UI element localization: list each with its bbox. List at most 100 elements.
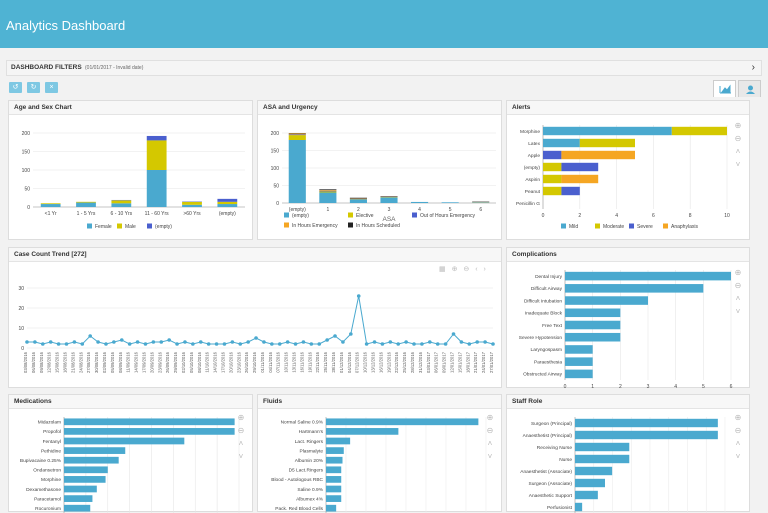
zoom-in-icon[interactable]: ⊕ [733,266,743,279]
data-point [57,342,61,346]
data-point [49,340,53,344]
legend-swatch [147,224,152,229]
tab-charts[interactable] [713,80,736,97]
trend-chart-controls[interactable]: ▦ ⊕ ⊖ ‹ › [439,265,488,273]
x-tick-label: 06/08/2016 [31,351,36,373]
data-point [238,342,242,346]
data-point [104,342,108,346]
category-label: Anaesthetist (Associate) [520,469,572,475]
data-point [159,340,163,344]
bar [565,272,731,281]
category-label: Normal Saline 0.9% [281,420,324,426]
bar-segment [217,202,237,204]
category-label: Anaesthetist (Principal) [523,433,573,439]
x-tick-label: 2 [578,213,581,219]
staff-role-chart-panel: Staff Role Surgeon (Principal)Anaestheti… [506,394,750,512]
legend-swatch [348,213,353,218]
x-tick-label: 08/09/2016 [118,351,123,373]
bar [64,466,108,473]
complications-chart-controls[interactable]: ⊕ ⊖ ˄ ˅ [733,266,743,318]
category-label: (empty) [524,165,541,171]
panel-title: Medications [14,398,52,405]
chevron-down-icon[interactable]: ˅ [733,158,743,171]
fluids-chart-controls[interactable]: ⊕ ⊖ ˄ ˅ [485,411,495,463]
chevron-up-icon[interactable]: ˄ [485,437,495,450]
chevron-right-icon[interactable]: › [752,62,755,73]
zoom-in-icon[interactable]: ⊕ [485,411,495,424]
x-tick-label: 3 [388,207,391,213]
x-tick-label: 6 [652,213,655,219]
category-label: Penicillin G [516,201,540,207]
zoom-out-icon[interactable]: ⊖ [733,424,743,437]
panel-title: Age and Sex Chart [14,104,72,111]
category-label: Bupivacaine 0.25% [20,458,62,464]
zoom-in-icon[interactable]: ⊕ [733,119,743,132]
bar-segment [182,205,202,207]
category-label: Pack. Red Blood Cells [275,506,323,512]
bar-segment [76,202,96,203]
bar [575,467,612,475]
bar-segment [319,190,336,191]
redo-button[interactable]: ↻ [27,82,40,93]
bar [575,455,629,463]
category-label: Surgeon (Principal) [531,421,572,427]
chevron-right-icon[interactable]: › [484,266,488,273]
x-tick-label: 1 [591,384,594,389]
calendar-icon[interactable]: ▦ [439,266,448,273]
x-tick-label: 20/09/2016 [149,351,154,373]
x-tick-label: 09/01/2017 [442,351,447,373]
chevron-down-icon[interactable]: ˅ [733,450,743,463]
zoom-in-icon[interactable]: ⊕ [236,411,246,424]
medications-chart-controls[interactable]: ⊕ ⊖ ˄ ˅ [236,411,246,463]
category-label: D5 Lact.Ringers [289,468,324,474]
y-tick-label: 0 [27,205,30,211]
alerts-chart-controls[interactable]: ⊕ ⊖ ˄ ˅ [733,119,743,171]
x-tick-label: 19/11/2016 [307,351,312,372]
zoom-out-icon[interactable]: ⊖ [485,424,495,437]
dashboard-filters-bar[interactable]: DASHBOARD FILTERS (01/01/2017 - Invalid … [6,60,762,76]
chevron-up-icon[interactable]: ˄ [236,437,246,450]
staff-chart-controls[interactable]: ⊕ ⊖ ˄ ˅ [733,411,743,463]
x-tick-label: 22/11/2016 [315,351,320,372]
legend-swatch [284,213,289,218]
y-tick-label: 100 [22,168,31,174]
undo-button[interactable]: ↺ [9,82,22,93]
bar [64,495,92,502]
category-label: Saline 0.9% [297,487,323,493]
chevron-up-icon[interactable]: ˄ [733,437,743,450]
x-tick-label: 24/08/2016 [78,351,83,373]
y-tick-label: 50 [24,187,30,193]
bar-segment [289,140,306,203]
y-tick-label: 30 [18,286,24,292]
data-point [254,336,258,340]
x-tick-label: 23/09/2016 [157,351,162,373]
data-point [412,342,416,346]
clear-filters-button[interactable]: × [45,82,58,93]
zoom-out-icon[interactable]: ⊖ [733,279,743,292]
tab-users[interactable] [738,80,761,97]
chevron-up-icon[interactable]: ˄ [733,292,743,305]
y-tick-label: 0 [276,201,279,207]
x-tick-label: 05/09/2016 [110,351,115,373]
category-label: Dental Injury [535,274,563,280]
zoom-in-icon[interactable]: ⊕ [452,266,460,273]
zoom-out-icon[interactable]: ⊖ [463,266,471,273]
bar [64,476,106,483]
bar-segment [147,140,167,170]
legend-swatch [629,224,634,229]
bar [64,505,90,512]
legend-swatch [87,224,92,229]
chevron-left-icon[interactable]: ‹ [475,266,479,273]
chevron-down-icon[interactable]: ˅ [236,450,246,463]
chevron-down-icon[interactable]: ˅ [733,305,743,318]
bar-segment [411,202,428,203]
zoom-in-icon[interactable]: ⊕ [733,411,743,424]
bar-segment [111,203,131,207]
zoom-out-icon[interactable]: ⊖ [733,132,743,145]
zoom-out-icon[interactable]: ⊖ [236,424,246,437]
category-label: Peanut [525,189,541,195]
chevron-up-icon[interactable]: ˄ [733,145,743,158]
bar [64,428,235,435]
chevron-down-icon[interactable]: ˅ [485,450,495,463]
